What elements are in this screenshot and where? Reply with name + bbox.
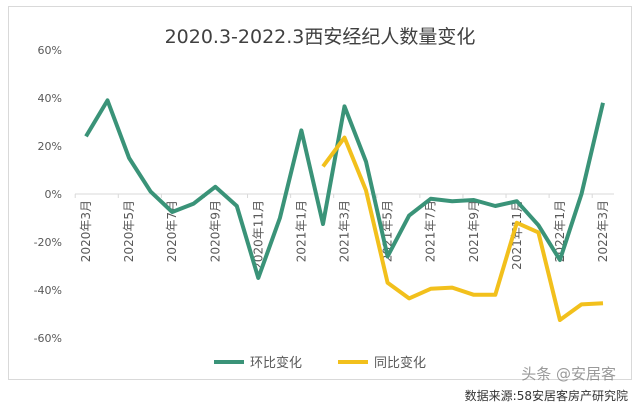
source-note: 数据来源:58安居客房产研究院: [464, 389, 628, 403]
y-tick-label: 0%: [45, 188, 62, 201]
x-tick-label: 2020年3月: [79, 200, 93, 262]
y-tick-label: 60%: [38, 44, 62, 57]
x-tick-label: 2020年11月: [251, 200, 265, 270]
chart-title: 2020.3-2022.3西安经纪人数量变化: [164, 26, 476, 48]
x-tick-label: 2022年3月: [596, 200, 610, 262]
watermark: 头条 @安居客: [521, 365, 616, 383]
x-tick-label: 2021年11月: [510, 200, 524, 270]
x-tick-label: 2021年9月: [467, 200, 481, 262]
y-tick-label: 20%: [38, 140, 62, 153]
y-tick-label: -20%: [34, 236, 62, 249]
chart-frame: [8, 6, 632, 380]
x-tick-label: 2021年7月: [424, 200, 438, 262]
x-tick-label: 2021年1月: [294, 200, 308, 262]
legend-item-yoy: 同比变化: [338, 352, 426, 371]
series-line-yoy: [321, 135, 604, 322]
legend-swatch: [213, 359, 244, 364]
x-tick-label: 2020年7月: [165, 200, 179, 262]
legend-swatch: [338, 359, 368, 364]
y-tick-label: -40%: [34, 284, 62, 297]
legend-item-mom: 环比变化: [213, 352, 302, 371]
x-tick-label: 2020年9月: [208, 200, 222, 262]
x-tick-label: 2021年3月: [338, 200, 352, 262]
legend-label: 环比变化: [249, 356, 302, 371]
legend: 环比变化 同比变化: [0, 352, 640, 371]
y-tick-label: 40%: [38, 92, 62, 105]
x-tick-label: 2020年5月: [122, 200, 136, 262]
y-tick-label: -60%: [34, 332, 62, 345]
legend-label: 同比变化: [374, 356, 427, 371]
